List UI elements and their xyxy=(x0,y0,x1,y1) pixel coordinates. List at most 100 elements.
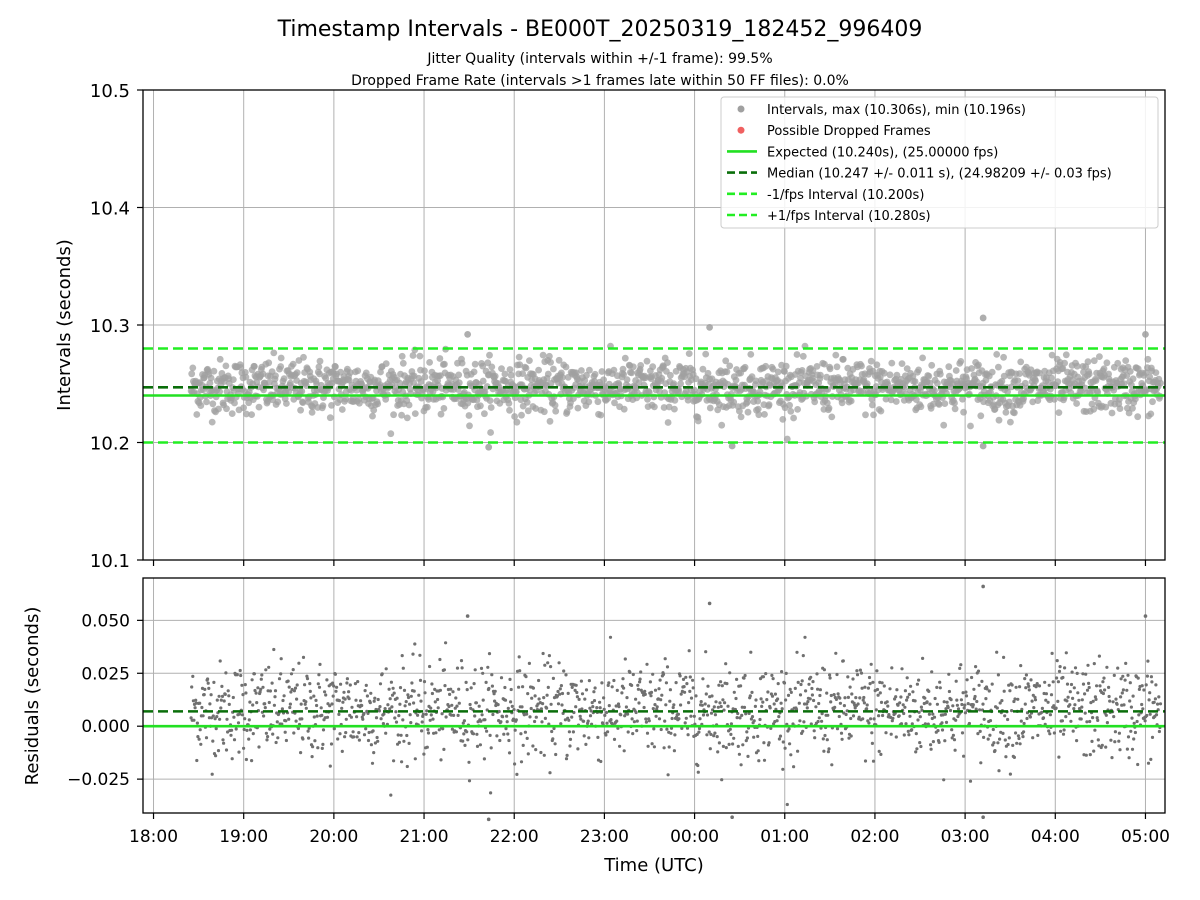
residual-point xyxy=(1143,719,1147,723)
residual-point xyxy=(910,728,914,732)
interval-point xyxy=(223,405,230,413)
residual-point xyxy=(394,720,399,724)
residual-point xyxy=(679,703,683,707)
residual-point xyxy=(274,740,278,745)
residual-point xyxy=(196,735,200,739)
residual-point xyxy=(670,716,674,721)
interval-point xyxy=(658,374,666,382)
residual-point xyxy=(717,741,722,745)
residual-point xyxy=(668,699,672,703)
interval-outlier-point xyxy=(979,314,987,322)
residual-point xyxy=(273,695,277,699)
residual-point xyxy=(991,727,995,732)
residual-point xyxy=(572,710,576,715)
legend-label: +1/fps Interval (10.280s) xyxy=(767,209,931,224)
residual-point xyxy=(686,733,690,737)
residual-point xyxy=(995,706,999,710)
interval-point xyxy=(1147,410,1155,418)
residual-point xyxy=(267,665,271,669)
residual-point xyxy=(511,717,516,721)
interval-point xyxy=(210,367,218,375)
residual-point xyxy=(879,752,883,757)
residual-point xyxy=(292,731,296,735)
residual-point xyxy=(659,698,663,702)
residual-point xyxy=(915,682,920,686)
interval-point xyxy=(867,357,875,365)
residual-point xyxy=(521,685,525,689)
interval-point xyxy=(540,408,548,416)
residual-point xyxy=(419,699,423,703)
residual-point xyxy=(439,758,443,762)
residual-point xyxy=(455,704,459,708)
residual-point xyxy=(1137,713,1141,717)
residual-point xyxy=(295,683,299,687)
residual-point xyxy=(1065,682,1070,686)
residual-outlier-point xyxy=(707,601,712,606)
residual-point xyxy=(942,778,946,782)
residual-point xyxy=(911,690,915,694)
residual-point xyxy=(1142,688,1146,692)
residual-point xyxy=(443,684,447,688)
interval-point xyxy=(951,405,959,413)
residual-point xyxy=(349,715,353,719)
intervals-y-tick-label: 10.2 xyxy=(90,434,130,455)
residual-point xyxy=(1051,680,1055,684)
residual-point xyxy=(226,689,230,693)
residual-point xyxy=(1104,713,1108,717)
residual-point xyxy=(713,713,718,717)
interval-point xyxy=(398,411,405,419)
interval-point xyxy=(1034,397,1042,404)
interval-point xyxy=(702,350,710,358)
residual-point xyxy=(310,755,314,759)
residual-point xyxy=(781,767,785,771)
residual-point xyxy=(954,679,958,683)
residual-point xyxy=(579,679,584,683)
residual-point xyxy=(875,687,880,692)
residual-point xyxy=(1135,719,1139,724)
residual-point xyxy=(1024,686,1028,690)
residual-point xyxy=(429,706,433,710)
residual-point xyxy=(524,675,528,679)
interval-point xyxy=(189,364,197,372)
residual-point xyxy=(208,702,212,706)
residual-point xyxy=(311,745,315,749)
residual-point xyxy=(630,683,634,688)
residual-point xyxy=(1150,735,1155,740)
residual-point xyxy=(834,697,839,702)
residual-point xyxy=(1121,674,1125,678)
residual-point xyxy=(1031,736,1035,740)
interval-point xyxy=(951,399,958,407)
interval-point xyxy=(888,359,896,367)
residual-point xyxy=(849,734,853,738)
residual-point xyxy=(1003,714,1007,718)
interval-point xyxy=(828,413,836,421)
residual-point xyxy=(257,745,261,749)
residual-point xyxy=(813,736,817,740)
residual-point xyxy=(833,705,837,710)
residual-point xyxy=(1105,721,1109,725)
residual-point xyxy=(1073,703,1077,707)
residual-point xyxy=(556,702,561,706)
residual-point xyxy=(308,682,312,686)
interval-point xyxy=(563,408,571,416)
residual-point xyxy=(762,758,767,762)
residual-point xyxy=(587,736,591,740)
residual-point xyxy=(946,705,950,710)
residual-point xyxy=(513,728,517,732)
residual-point xyxy=(742,705,747,710)
residual-point xyxy=(307,726,311,730)
interval-point xyxy=(390,411,397,419)
interval-point xyxy=(255,403,263,411)
residual-point xyxy=(559,722,563,726)
residual-point xyxy=(729,732,733,737)
residual-point xyxy=(550,729,554,734)
residual-point xyxy=(944,720,949,725)
residual-point xyxy=(612,737,617,742)
residual-point xyxy=(248,700,252,704)
residual-point xyxy=(244,757,248,762)
interval-point xyxy=(859,388,867,395)
residual-point xyxy=(998,701,1002,705)
residual-point xyxy=(307,736,311,740)
residual-point xyxy=(1028,715,1032,719)
residual-point xyxy=(1105,665,1109,669)
